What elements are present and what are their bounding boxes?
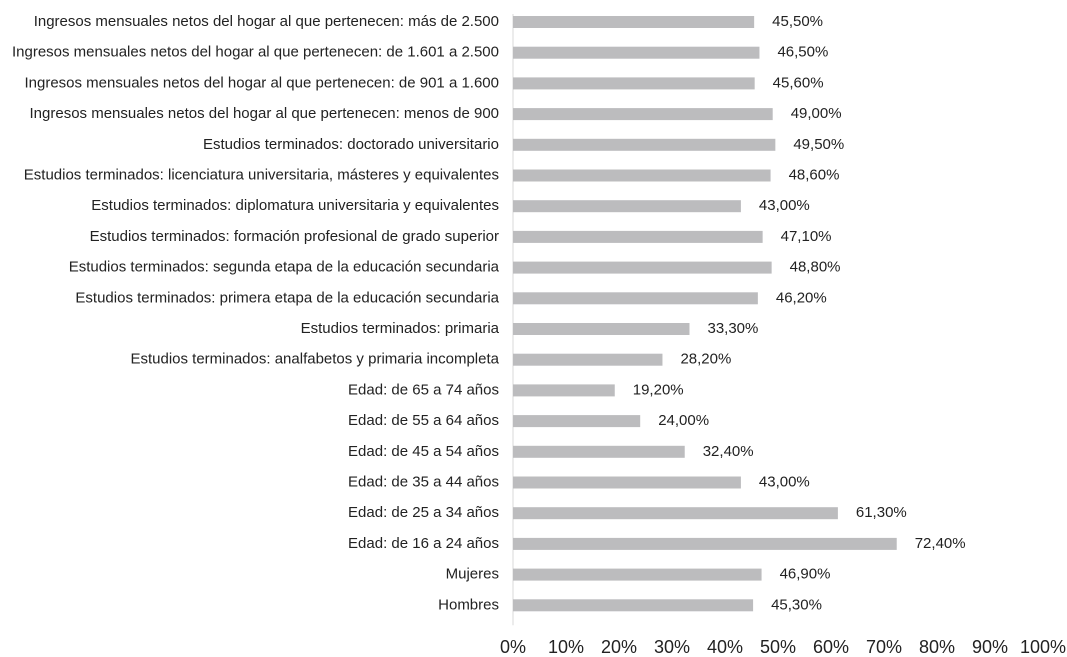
- bar: [513, 599, 754, 612]
- value-label: 46,90%: [780, 566, 831, 583]
- bar: [513, 445, 685, 458]
- bar: [513, 568, 762, 581]
- bar: [513, 537, 897, 550]
- y-tick-label: Ingresos mensuales netos del hogar al qu…: [12, 44, 499, 61]
- y-tick-label: Edad: de 35 a 44 años: [348, 473, 499, 490]
- value-label: 72,40%: [915, 535, 966, 552]
- y-tick-label: Mujeres: [446, 566, 499, 583]
- x-tick-label: 60%: [813, 637, 849, 657]
- bar: [513, 46, 760, 59]
- x-tick-label: 20%: [601, 637, 637, 657]
- value-label: 45,30%: [771, 596, 822, 613]
- y-tick-label: Edad: de 55 a 64 años: [348, 412, 499, 429]
- value-label: 19,20%: [633, 381, 684, 398]
- y-tick-label: Edad: de 65 a 74 años: [348, 381, 499, 398]
- x-tick-label: 90%: [972, 637, 1008, 657]
- y-tick-label: Estudios terminados: doctorado universit…: [203, 136, 499, 153]
- x-tick-label: 100%: [1020, 637, 1066, 657]
- bar: [513, 261, 772, 274]
- value-label: 28,20%: [680, 351, 731, 368]
- value-label: 33,30%: [707, 320, 758, 337]
- y-tick-label: Estudios terminados: primaria: [301, 320, 500, 337]
- bar: [513, 384, 615, 397]
- x-tick-label: 70%: [866, 637, 902, 657]
- bar: [513, 292, 758, 305]
- bar: [513, 169, 771, 182]
- bar: [513, 353, 663, 366]
- value-label: 46,50%: [777, 44, 828, 61]
- value-label: 48,80%: [790, 259, 841, 276]
- y-tick-label: Ingresos mensuales netos del hogar al qu…: [30, 105, 499, 122]
- bar: [513, 415, 641, 428]
- y-tick-label: Estudios terminados: formación profesion…: [90, 228, 499, 245]
- value-label: 61,30%: [856, 504, 907, 521]
- y-tick-label: Hombres: [438, 596, 499, 613]
- bar: [513, 138, 776, 151]
- y-tick-label: Estudios terminados: licenciatura univer…: [24, 166, 499, 183]
- y-tick-label: Edad: de 45 a 54 años: [348, 443, 499, 460]
- y-tick-label: Estudios terminados: analfabetos y prima…: [130, 351, 499, 368]
- bar: [513, 323, 690, 335]
- x-tick-label: 10%: [548, 637, 584, 657]
- value-label: 49,50%: [793, 136, 844, 153]
- bar: [513, 77, 755, 90]
- bar: [513, 16, 755, 28]
- value-label: 46,20%: [776, 289, 827, 306]
- bar: [513, 108, 773, 121]
- y-tick-label: Estudios terminados: segunda etapa de la…: [69, 259, 500, 276]
- bar: [513, 507, 838, 520]
- y-tick-label: Edad: de 16 a 24 años: [348, 535, 499, 552]
- value-label: 24,00%: [658, 412, 709, 429]
- value-label: 45,50%: [772, 13, 823, 30]
- bar: [513, 476, 741, 489]
- value-label: 48,60%: [789, 166, 840, 183]
- y-tick-label: Ingresos mensuales netos del hogar al qu…: [24, 74, 499, 91]
- value-label: 49,00%: [791, 105, 842, 122]
- value-label: 45,60%: [773, 74, 824, 91]
- y-tick-label: Estudios terminados: diplomatura univers…: [91, 197, 499, 214]
- y-tick-label: Ingresos mensuales netos del hogar al qu…: [34, 13, 499, 30]
- y-tick-label: Edad: de 25 a 34 años: [348, 504, 499, 521]
- x-tick-label: 40%: [707, 637, 743, 657]
- x-tick-label: 30%: [654, 637, 690, 657]
- bar: [513, 230, 763, 243]
- x-tick-label: 80%: [919, 637, 955, 657]
- x-tick-label: 50%: [760, 637, 796, 657]
- bar: [513, 200, 741, 213]
- x-tick-label: 0%: [500, 637, 526, 657]
- value-label: 32,40%: [703, 443, 754, 460]
- y-tick-label: Estudios terminados: primera etapa de la…: [75, 289, 499, 306]
- value-label: 43,00%: [759, 197, 810, 214]
- value-label: 47,10%: [781, 228, 832, 245]
- value-label: 43,00%: [759, 473, 810, 490]
